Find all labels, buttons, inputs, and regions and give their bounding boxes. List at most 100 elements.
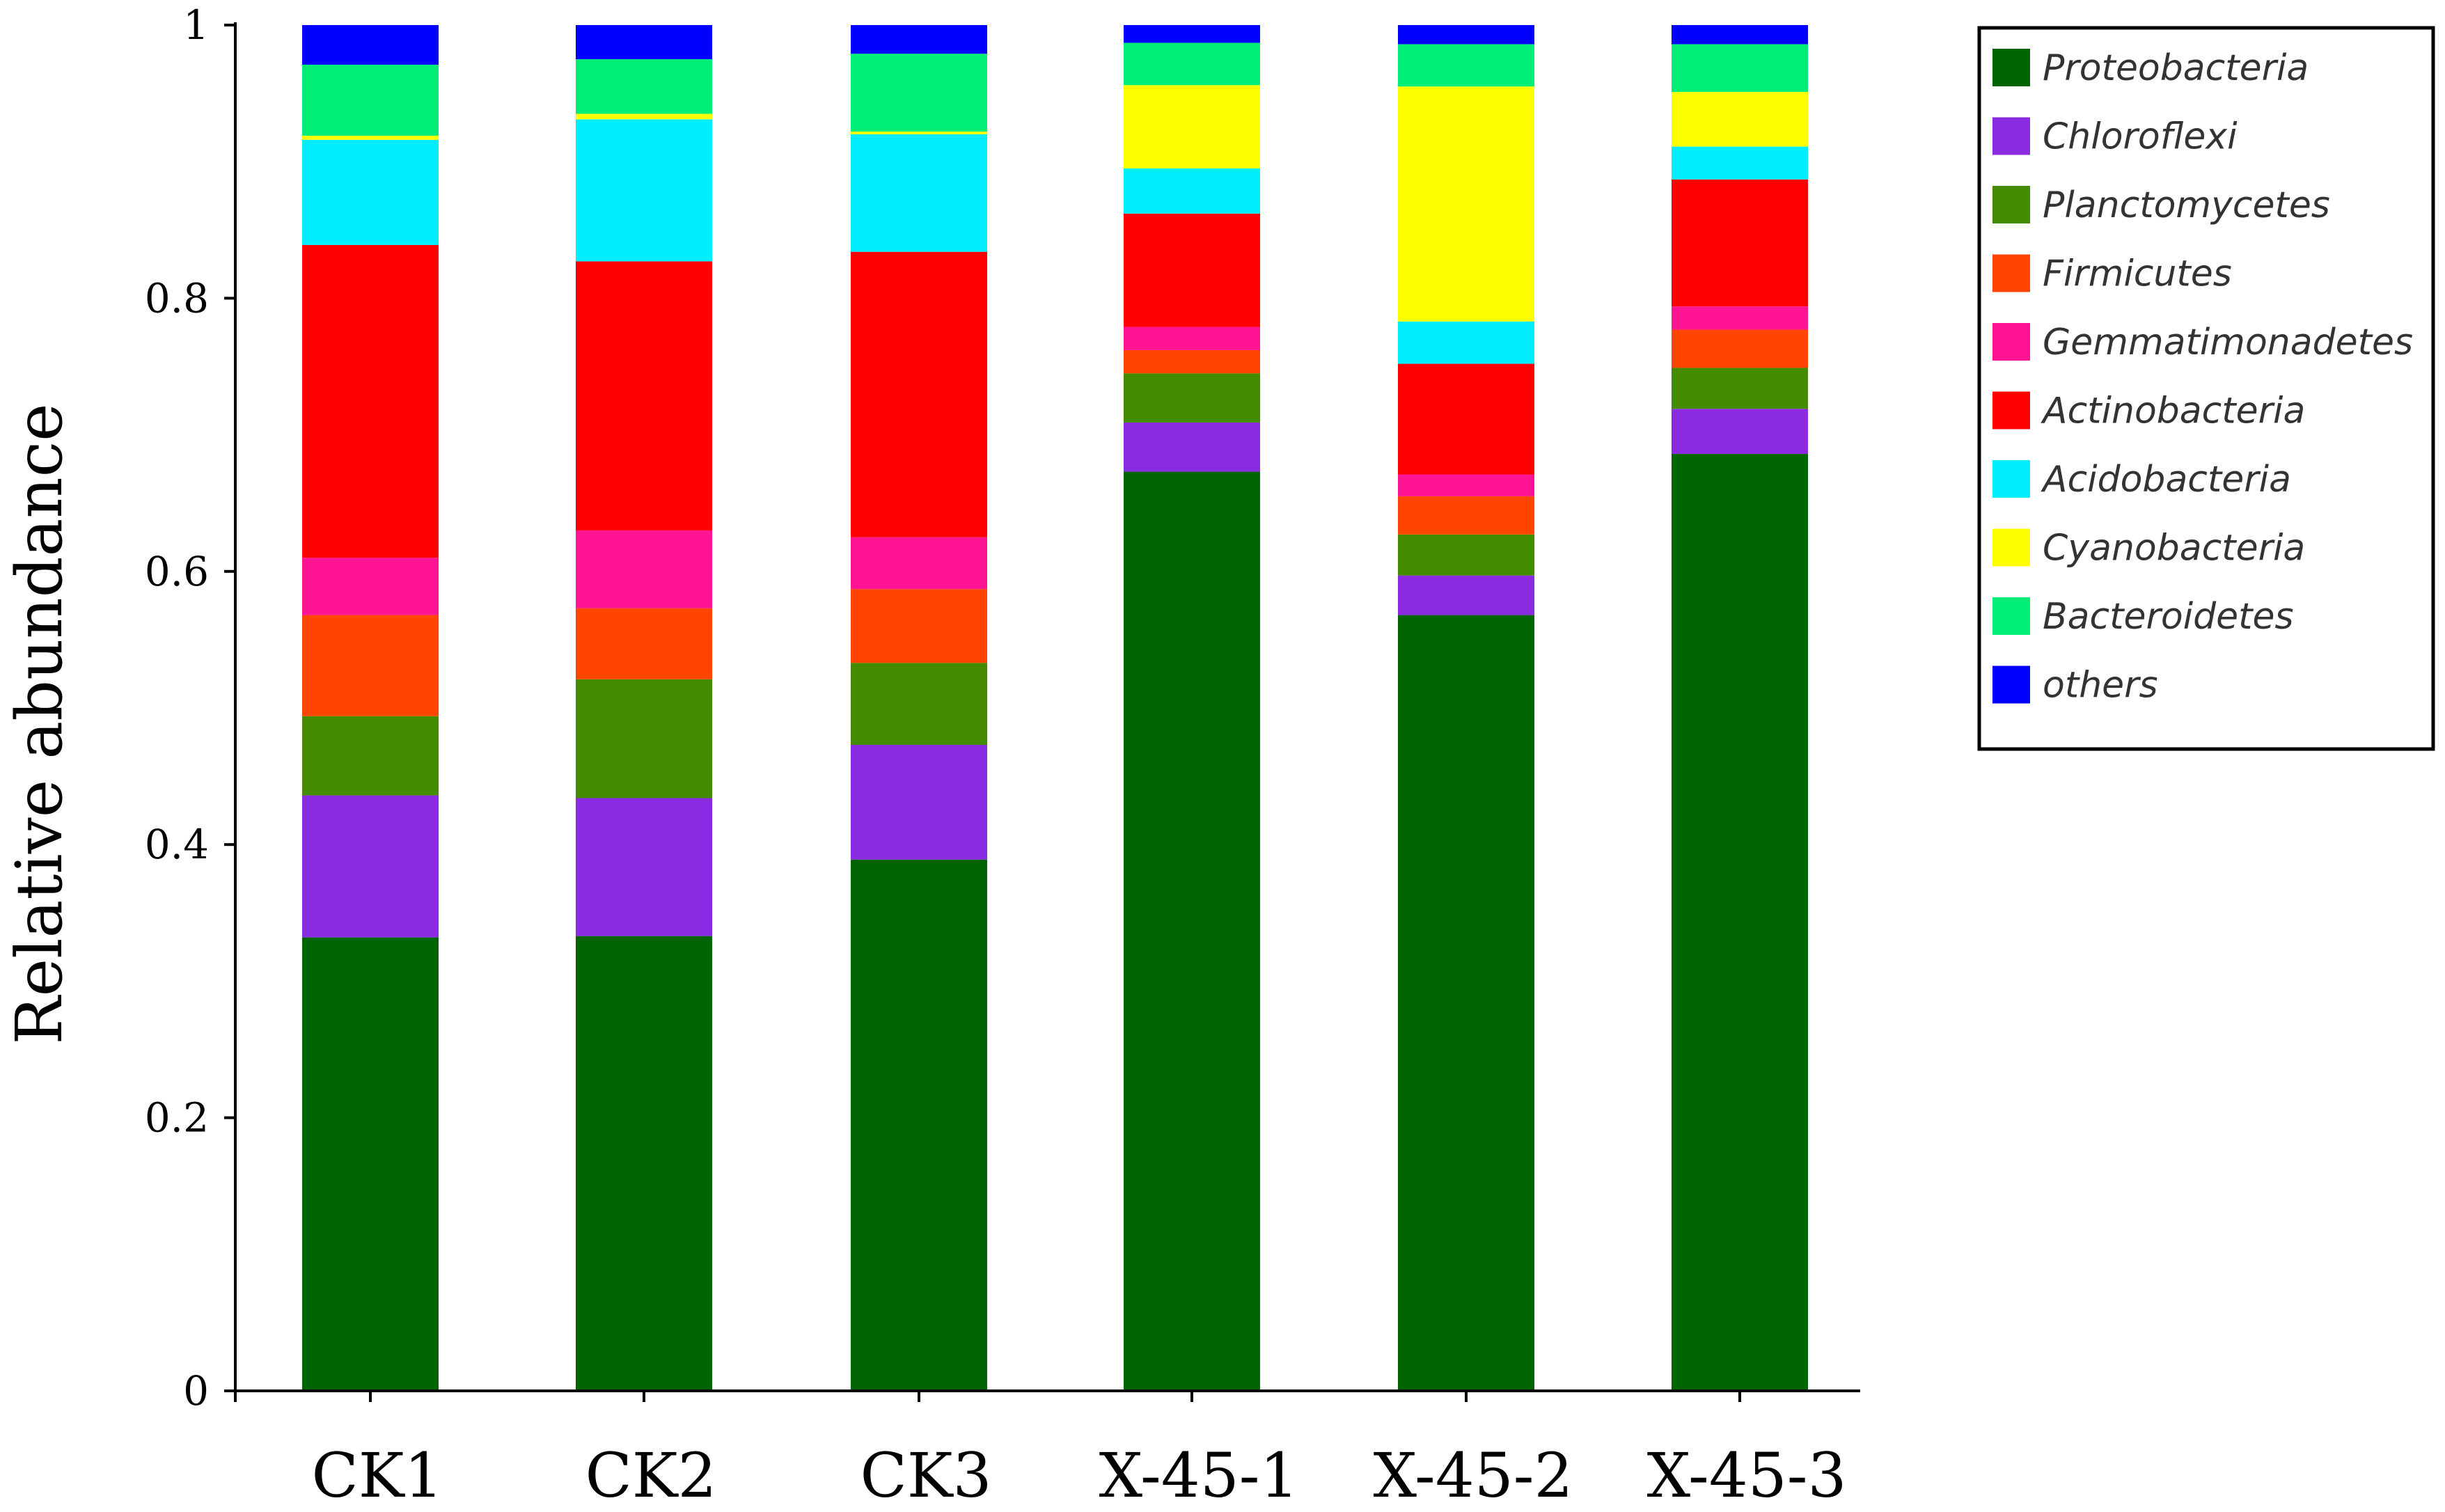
bar-segment-cyanobacteria-ck2 — [576, 113, 712, 120]
bar-segment-chloroflexi-x-45-2 — [1398, 575, 1534, 615]
bar-segment-chloroflexi-ck3 — [851, 744, 987, 860]
bar-segment-acidobacteria-x-45-3 — [1672, 146, 1808, 180]
bar-segment-planctomycetes-ck1 — [302, 716, 439, 796]
y-tick-label: 0.4 — [145, 821, 209, 868]
bar-segment-proteobacteria-ck2 — [576, 936, 712, 1391]
bar-segment-acidobacteria-ck1 — [302, 139, 439, 245]
legend-swatch-chloroflexi — [1992, 117, 2030, 155]
legend-label-others: others — [2043, 665, 2158, 707]
bar-segment-others-ck2 — [576, 25, 712, 60]
bar-segment-gemmatimonadetes-x-45-2 — [1398, 474, 1534, 496]
bar-segment-actinobacteria-x-45-1 — [1124, 213, 1260, 327]
legend-swatch-acidobacteria — [1992, 460, 2030, 498]
bar-segment-chloroflexi-x-45-3 — [1672, 409, 1808, 455]
legend-label-chloroflexi: Chloroflexi — [2043, 116, 2238, 158]
y-tick-label: 0 — [183, 1367, 209, 1415]
legend-label-planctomycetes: Planctomycetes — [2043, 184, 2330, 226]
bar-segment-chloroflexi-x-45-1 — [1124, 422, 1260, 472]
bar-segment-bacteroidetes-x-45-3 — [1672, 44, 1808, 93]
bar-segment-acidobacteria-ck2 — [576, 119, 712, 262]
bar-segment-gemmatimonadetes-x-45-1 — [1124, 326, 1260, 350]
legend-label-proteobacteria: Proteobacteria — [2043, 47, 2309, 89]
legend-label-firmicutes: Firmicutes — [2043, 253, 2232, 295]
bar-segment-actinobacteria-x-45-2 — [1398, 363, 1534, 475]
bar-segment-proteobacteria-ck1 — [302, 937, 439, 1391]
x-tick-label: X-45-2 — [1374, 1440, 1573, 1511]
bar-segment-others-ck1 — [302, 25, 439, 65]
bar-segment-cyanobacteria-x-45-1 — [1124, 85, 1260, 169]
bar-segment-proteobacteria-ck3 — [851, 859, 987, 1391]
legend-swatch-firmicutes — [1992, 254, 2030, 292]
bar-segment-planctomycetes-x-45-3 — [1672, 368, 1808, 409]
bar-segment-acidobacteria-x-45-2 — [1398, 321, 1534, 364]
y-axis-label: Relative abundance — [2, 403, 77, 1044]
bar-segment-proteobacteria-x-45-3 — [1672, 454, 1808, 1391]
y-ticks: 0 0.2 0.4 0.6 0.8 1 — [145, 1, 235, 1415]
legend-label-bacteroidetes: Bacteroidetes — [2043, 596, 2294, 638]
bar-segment-gemmatimonadetes-ck1 — [302, 558, 439, 615]
bar-segment-cyanobacteria-x-45-3 — [1672, 92, 1808, 147]
y-tick-label: 1 — [183, 1, 209, 49]
x-tick-label: CK1 — [311, 1440, 443, 1511]
y-tick-label: 0.2 — [145, 1094, 209, 1142]
x-tick-label: CK2 — [585, 1440, 716, 1511]
bar-segment-others-x-45-1 — [1124, 25, 1260, 43]
legend-swatch-proteobacteria — [1992, 49, 2030, 86]
bar-segment-acidobacteria-x-45-1 — [1124, 168, 1260, 214]
bar-segment-others-ck3 — [851, 25, 987, 54]
bar-segment-planctomycetes-ck3 — [851, 663, 987, 745]
bars-layer — [302, 25, 1808, 1391]
axes-layer — [234, 22, 1860, 1392]
bar-segment-firmicutes-x-45-1 — [1124, 349, 1260, 374]
bar-segment-others-x-45-3 — [1672, 25, 1808, 45]
bar-segment-firmicutes-ck2 — [576, 608, 712, 679]
bar-segment-firmicutes-ck3 — [851, 589, 987, 663]
bar-segment-actinobacteria-ck3 — [851, 251, 987, 537]
legend-swatch-gemmatimonadetes — [1992, 323, 2030, 361]
bar-segment-bacteroidetes-ck2 — [576, 59, 712, 114]
legend-swatch-others — [1992, 666, 2030, 704]
x-tick-label: X-45-3 — [1647, 1440, 1847, 1511]
legend-swatch-bacteroidetes — [1992, 597, 2030, 635]
bar-segment-bacteroidetes-ck3 — [851, 54, 987, 132]
legend-box — [1977, 26, 2435, 751]
bar-segment-planctomycetes-ck2 — [576, 679, 712, 798]
legend-label-actinobacteria: Actinobacteria — [2041, 391, 2305, 432]
legend-label-cyanobacteria: Cyanobacteria — [2043, 528, 2305, 569]
legend-label-gemmatimonadetes: Gemmatimonadetes — [2043, 322, 2413, 363]
bar-segment-actinobacteria-x-45-3 — [1672, 179, 1808, 307]
bar-segment-gemmatimonadetes-ck3 — [851, 537, 987, 590]
bar-segment-firmicutes-x-45-2 — [1398, 496, 1534, 535]
bar-segment-others-x-45-2 — [1398, 25, 1534, 45]
bar-segment-planctomycetes-x-45-1 — [1124, 373, 1260, 423]
bar-segment-firmicutes-ck1 — [302, 615, 439, 716]
bar-segment-firmicutes-x-45-3 — [1672, 329, 1808, 368]
bar-segment-actinobacteria-ck1 — [302, 244, 439, 558]
bar-segment-proteobacteria-x-45-1 — [1124, 471, 1260, 1391]
legend-swatch-actinobacteria — [1992, 391, 2030, 430]
bar-segment-planctomycetes-x-45-2 — [1398, 534, 1534, 576]
bar-segment-cyanobacteria-x-45-2 — [1398, 86, 1534, 322]
bar-segment-chloroflexi-ck2 — [576, 798, 712, 936]
y-tick-label: 0.8 — [145, 274, 209, 322]
bar-segment-proteobacteria-x-45-2 — [1398, 615, 1534, 1391]
legend-swatch-planctomycetes — [1992, 186, 2030, 223]
bar-segment-bacteroidetes-x-45-1 — [1124, 42, 1260, 86]
bar-segment-acidobacteria-ck3 — [851, 134, 987, 252]
legend-label-acidobacteria: Acidobacteria — [2041, 459, 2291, 501]
bar-segment-chloroflexi-ck1 — [302, 795, 439, 938]
bar-segment-bacteroidetes-x-45-2 — [1398, 44, 1534, 87]
x-tick-label: CK3 — [860, 1440, 991, 1511]
bar-segment-gemmatimonadetes-ck2 — [576, 530, 712, 608]
bar-segment-actinobacteria-ck2 — [576, 261, 712, 530]
bar-segment-bacteroidetes-ck1 — [302, 64, 439, 136]
bar-segment-cyanobacteria-ck1 — [302, 135, 439, 140]
legend: Proteobacteria Chloroflexi Planctomycetes F… — [1977, 26, 2435, 751]
x-tick-label: X-45-1 — [1099, 1440, 1299, 1511]
bar-segment-cyanobacteria-ck3 — [851, 132, 987, 134]
bar-segment-gemmatimonadetes-x-45-3 — [1672, 306, 1808, 330]
y-tick-label: 0.6 — [145, 548, 209, 595]
legend-swatch-cyanobacteria — [1992, 528, 2030, 567]
x-ticks: CK1 CK2 CK3 X-45-1 X-45-2 X-45-3 — [234, 1391, 1847, 1511]
